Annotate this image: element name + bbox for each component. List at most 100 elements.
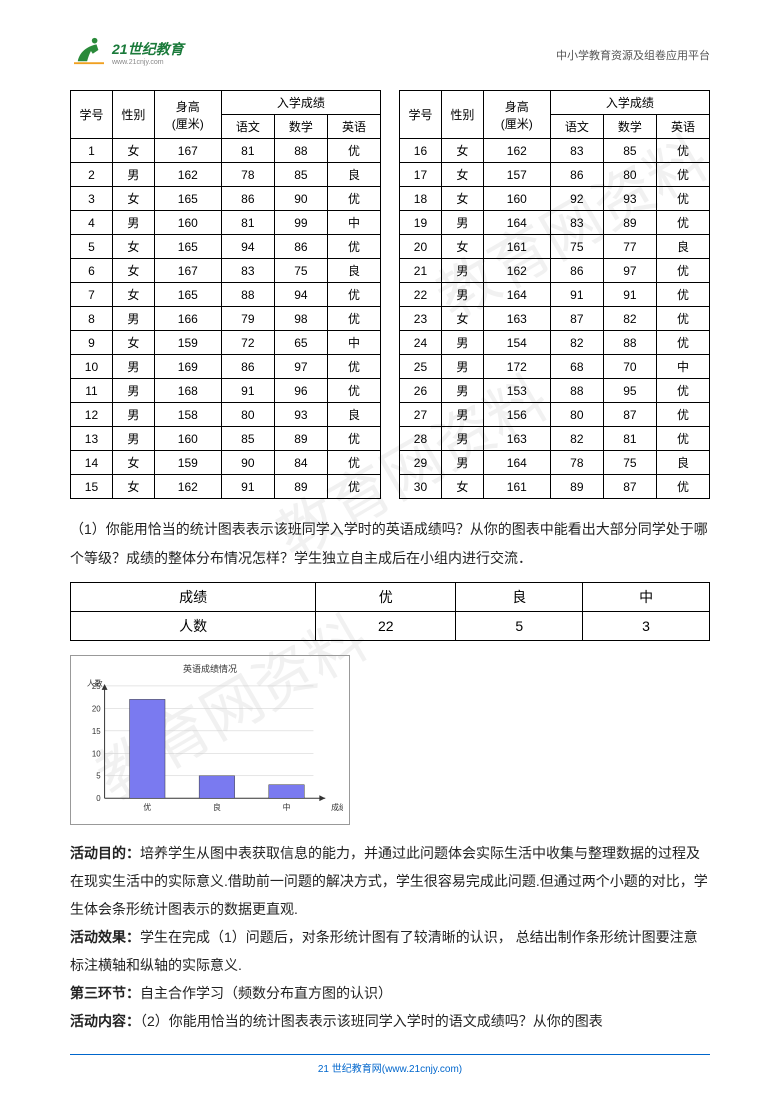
cell-height: 164 <box>483 283 550 307</box>
cell-id: 9 <box>71 331 113 355</box>
cell-chinese: 90 <box>221 451 274 475</box>
para-label: 活动效果： <box>70 929 140 945</box>
table-row: 29男1647875良 <box>400 451 710 475</box>
cell-math: 75 <box>274 259 327 283</box>
cell-gender: 男 <box>112 307 154 331</box>
table-row: 19男1648389优 <box>400 211 710 235</box>
cell-chinese: 79 <box>221 307 274 331</box>
svg-text:5: 5 <box>96 772 101 781</box>
cell-id: 2 <box>71 163 113 187</box>
cell-chinese: 72 <box>221 331 274 355</box>
table-row: 18女1609293优 <box>400 187 710 211</box>
cell-math: 70 <box>603 355 656 379</box>
table-row: 4男1608199中 <box>71 211 381 235</box>
cell-gender: 女 <box>112 139 154 163</box>
cell-math: 93 <box>274 403 327 427</box>
cell-id: 26 <box>400 379 442 403</box>
logo: 21世纪教育 www.21cnjy.com <box>70 35 184 70</box>
cell-gender: 男 <box>441 331 483 355</box>
cell-height: 167 <box>154 259 221 283</box>
cell-height: 164 <box>483 451 550 475</box>
para-text: 培养学生从图中表获取信息的能力，并通过此问题体会实际生活中收集与整理数据的过程及… <box>70 845 708 917</box>
svg-text:优: 优 <box>143 802 151 812</box>
cell-english: 良 <box>656 235 709 259</box>
table-row: 24男1548288优 <box>400 331 710 355</box>
page-footer: 21 世纪教育网(www.21cnjy.com) <box>0 1060 780 1075</box>
para-text: （2）你能用恰当的统计图表表示该班同学入学时的语文成绩吗？从你的图表 <box>140 1013 603 1029</box>
th-scores: 入学成绩 <box>221 91 380 115</box>
cell-math: 80 <box>603 163 656 187</box>
svg-text:25: 25 <box>92 682 101 691</box>
cell-chinese: 82 <box>550 427 603 451</box>
cell-gender: 女 <box>112 331 154 355</box>
cell-math: 89 <box>274 475 327 499</box>
cell-id: 11 <box>71 379 113 403</box>
summary-cell: 成绩 <box>71 582 316 611</box>
cell-height: 165 <box>154 283 221 307</box>
summary-table: 成绩 优 良 中 人数 22 5 3 <box>70 582 710 641</box>
table-row: 6女1678375良 <box>71 259 381 283</box>
cell-math: 88 <box>603 331 656 355</box>
cell-english: 优 <box>656 187 709 211</box>
table-row: 14女1599084优 <box>71 451 381 475</box>
cell-math: 90 <box>274 187 327 211</box>
student-table-left: 学号性别身高(厘米)入学成绩语文数学英语1女1678188优2男1627885良… <box>70 90 381 499</box>
cell-chinese: 83 <box>550 139 603 163</box>
cell-english: 优 <box>327 139 380 163</box>
cell-chinese: 89 <box>550 475 603 499</box>
page-header: 21世纪教育 www.21cnjy.com 中小学教育资源及组卷应用平台 <box>0 0 780 80</box>
cell-english: 良 <box>656 451 709 475</box>
summary-cell: 人数 <box>71 611 316 640</box>
table-row: 12男1588093良 <box>71 403 381 427</box>
logo-runner-icon <box>70 35 108 70</box>
cell-math: 88 <box>274 139 327 163</box>
para-text: 学生在完成（1）问题后，对条形统计图有了较清晰的认识， 总结出制作条形统计图要注… <box>70 929 698 973</box>
table-header-row: 学号性别身高(厘米)入学成绩 <box>71 91 381 115</box>
cell-english: 优 <box>327 475 380 499</box>
cell-english: 优 <box>327 187 380 211</box>
cell-id: 4 <box>71 211 113 235</box>
cell-gender: 女 <box>441 307 483 331</box>
para-label: 活动内容： <box>70 1013 140 1029</box>
cell-gender: 男 <box>441 427 483 451</box>
cell-height: 162 <box>154 475 221 499</box>
cell-chinese: 68 <box>550 355 603 379</box>
cell-id: 12 <box>71 403 113 427</box>
table-row: 23女1638782优 <box>400 307 710 331</box>
chart-svg: 人数0510152025优良中成绩 <box>77 677 343 817</box>
th-id: 学号 <box>400 91 442 139</box>
cell-height: 162 <box>154 163 221 187</box>
cell-chinese: 88 <box>221 283 274 307</box>
table-row: 13男1608589优 <box>71 427 381 451</box>
table-row: 1女1678188优 <box>71 139 381 163</box>
activity-purpose: 活动目的：培养学生从图中表获取信息的能力，并通过此问题体会实际生活中收集与整理数… <box>70 839 710 923</box>
cell-height: 163 <box>483 427 550 451</box>
cell-chinese: 86 <box>221 187 274 211</box>
th-math: 数学 <box>603 115 656 139</box>
cell-english: 优 <box>656 283 709 307</box>
cell-math: 65 <box>274 331 327 355</box>
cell-height: 161 <box>483 235 550 259</box>
cell-gender: 女 <box>112 235 154 259</box>
cell-english: 中 <box>656 355 709 379</box>
cell-english: 良 <box>327 163 380 187</box>
cell-id: 29 <box>400 451 442 475</box>
cell-math: 81 <box>603 427 656 451</box>
cell-english: 优 <box>656 163 709 187</box>
cell-math: 98 <box>274 307 327 331</box>
activity-content: 活动内容：（2）你能用恰当的统计图表表示该班同学入学时的语文成绩吗？从你的图表 <box>70 1007 710 1035</box>
cell-english: 优 <box>656 307 709 331</box>
th-height: 身高(厘米) <box>154 91 221 139</box>
table-row: 25男1726870中 <box>400 355 710 379</box>
cell-chinese: 78 <box>221 163 274 187</box>
cell-id: 22 <box>400 283 442 307</box>
table-row: 26男1538895优 <box>400 379 710 403</box>
table-row: 9女1597265中 <box>71 331 381 355</box>
th-gender: 性别 <box>112 91 154 139</box>
cell-english: 良 <box>327 403 380 427</box>
table-row: 3女1658690优 <box>71 187 381 211</box>
cell-id: 27 <box>400 403 442 427</box>
th-gender: 性别 <box>441 91 483 139</box>
svg-text:20: 20 <box>92 704 101 713</box>
cell-english: 良 <box>327 259 380 283</box>
